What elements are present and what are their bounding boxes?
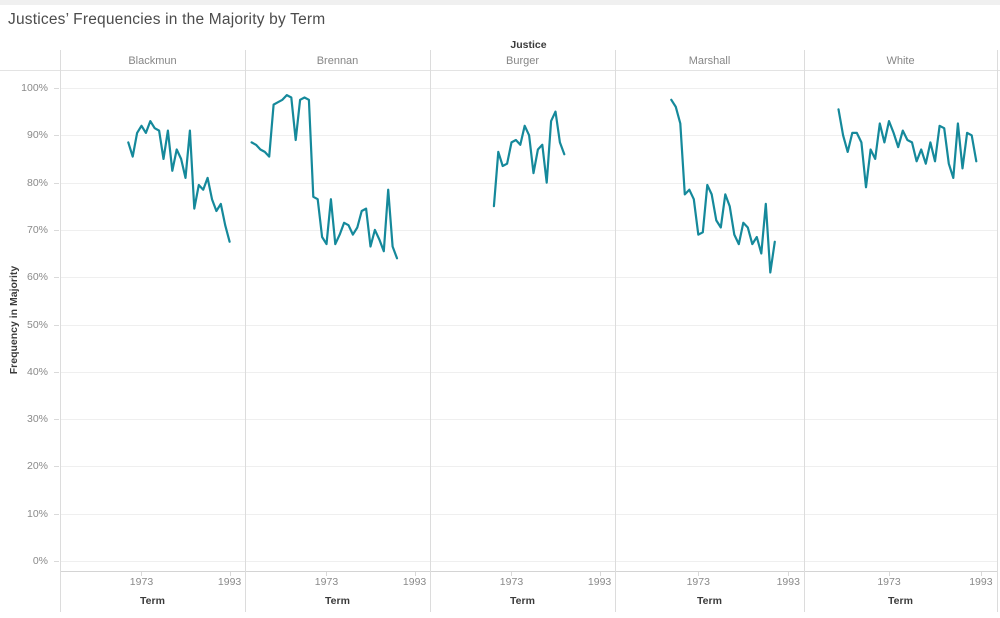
panel-header-brennan: Brennan	[316, 55, 359, 67]
trend-line-brennan[interactable]	[250, 94, 399, 260]
panel-plot-burger	[492, 110, 566, 208]
x-axis-tick	[141, 572, 143, 576]
panel-divider	[804, 50, 805, 612]
x-tick-label: 1993	[217, 576, 242, 588]
y-tick-label: 20%	[26, 460, 48, 473]
y-axis-line	[60, 50, 61, 612]
x-tick-label: 1993	[776, 576, 800, 588]
y-tick-label: 50%	[26, 318, 48, 331]
x-axis-title: Term	[325, 595, 350, 607]
x-tick-label: 1973	[129, 576, 154, 588]
y-tick-label: 0%	[32, 555, 48, 567]
x-axis-tick	[788, 572, 790, 576]
y-tick-label: 30%	[26, 413, 48, 426]
gridline	[60, 229, 997, 231]
gridline	[60, 419, 997, 421]
x-tick-label: 1993	[402, 576, 427, 588]
x-axis-title: Term	[697, 595, 722, 607]
gridline	[60, 182, 997, 184]
header-underline	[0, 70, 1000, 71]
panel-divider	[245, 50, 246, 612]
panel-header-white: White	[886, 55, 915, 67]
gridline	[60, 466, 997, 468]
panel-plot-blackmun	[127, 119, 231, 243]
panel-header-blackmun: Blackmun	[128, 55, 177, 67]
y-tick-label: 10%	[26, 507, 48, 520]
panel-header-marshall: Marshall	[688, 55, 731, 67]
y-axis-tick	[54, 419, 59, 421]
y-tick-label: 100%	[21, 82, 48, 94]
gridline	[60, 324, 997, 326]
panel-plot-marshall	[670, 98, 776, 274]
x-axis-tick	[229, 572, 231, 576]
gridline	[60, 371, 997, 373]
x-axis-tick	[980, 572, 982, 576]
panel-divider	[430, 50, 431, 612]
x-axis-title: Term	[140, 595, 165, 607]
y-tick-label: 40%	[26, 365, 48, 378]
x-axis-tick	[414, 572, 416, 576]
x-axis-tick	[599, 572, 601, 576]
panel-plot-brennan	[250, 94, 399, 260]
window-top-strip	[0, 0, 1000, 5]
trend-line-white[interactable]	[837, 108, 978, 189]
y-axis-tick	[54, 513, 59, 515]
y-axis-tick	[54, 561, 59, 562]
x-axis-title: Term	[510, 595, 535, 607]
x-axis-tick	[698, 572, 700, 576]
x-axis-tick	[511, 572, 513, 576]
y-axis-tick	[54, 466, 59, 468]
trend-line-blackmun[interactable]	[127, 119, 231, 243]
y-tick-label: 90%	[26, 129, 48, 142]
gridline	[60, 513, 997, 515]
x-tick-label: 1973	[877, 576, 901, 588]
chart-title: Justices’ Frequencies in the Majority by…	[8, 11, 326, 28]
y-axis-tick	[54, 324, 59, 326]
y-tick-label: 80%	[26, 176, 48, 189]
y-axis-tick	[54, 182, 59, 184]
x-tick-label: 1993	[587, 576, 612, 588]
y-axis-tick	[54, 88, 59, 89]
gridline	[60, 88, 997, 89]
x-axis-tick	[889, 572, 890, 576]
x-axis-title: Term	[888, 595, 913, 607]
y-tick-label: 70%	[26, 223, 48, 236]
x-axis-tick	[326, 572, 328, 576]
y-tick-label: 60%	[26, 271, 48, 284]
trend-line-marshall[interactable]	[670, 98, 776, 274]
trend-line-burger[interactable]	[492, 110, 566, 208]
y-axis-tick	[54, 229, 59, 231]
panel-plot-white	[837, 108, 978, 189]
x-tick-label: 1973	[499, 576, 524, 588]
facet-field-label: Justice	[510, 39, 547, 51]
panel-divider	[615, 50, 616, 612]
y-axis-tick	[54, 371, 59, 373]
x-tick-label: 1973	[686, 576, 710, 588]
y-axis-tick	[54, 277, 59, 279]
x-axis-line	[60, 571, 997, 572]
x-tick-label: 1973	[314, 576, 339, 588]
y-axis-tick	[54, 135, 59, 137]
panel-header-burger: Burger	[505, 55, 540, 67]
x-tick-label: 1993	[969, 576, 993, 588]
gridline	[60, 561, 997, 562]
panel-divider	[997, 50, 998, 612]
gridline	[60, 277, 997, 279]
